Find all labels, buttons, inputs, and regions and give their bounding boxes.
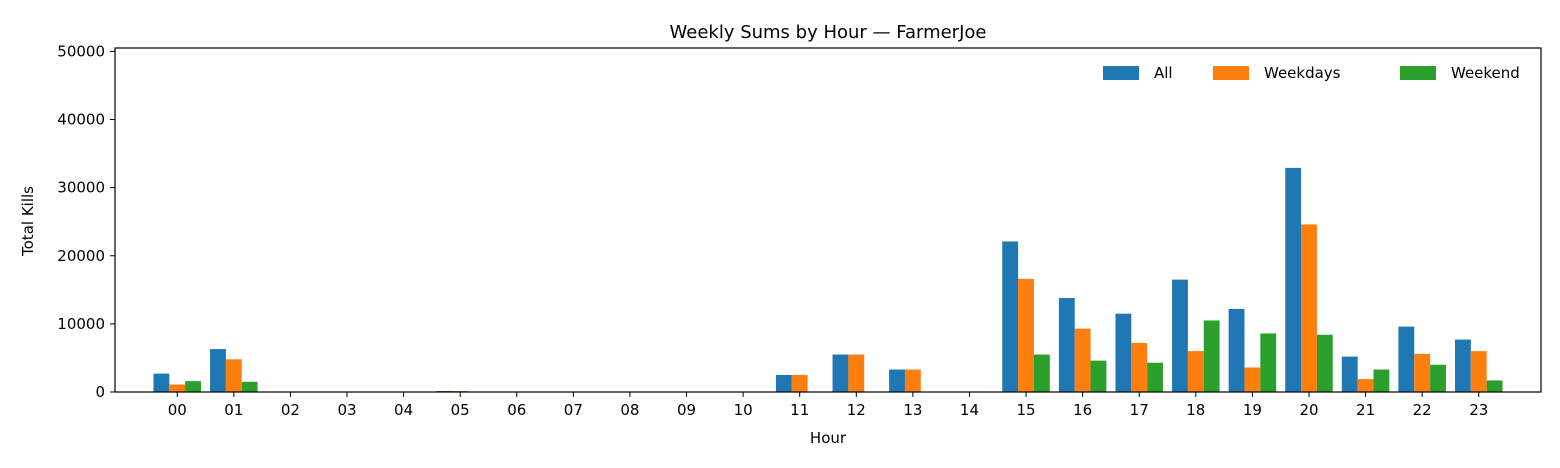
bar-weekend-18 <box>1203 320 1220 392</box>
legend-swatch-weekdays <box>1213 66 1249 80</box>
bars-group <box>153 167 1503 392</box>
bar-weekend-01 <box>241 381 258 392</box>
x-tick-label: 01 <box>224 401 243 419</box>
y-tick-label: 40000 <box>57 111 105 129</box>
x-tick-label: 23 <box>1469 401 1488 419</box>
bar-all-13 <box>889 369 905 392</box>
bar-all-12 <box>832 354 849 392</box>
bar-weekdays-23 <box>1470 351 1487 392</box>
bar-all-19 <box>1228 308 1245 392</box>
bar-all-22 <box>1398 326 1415 392</box>
x-tick-label: 19 <box>1243 401 1262 419</box>
legend-label-all: All <box>1154 64 1173 82</box>
bar-all-18 <box>1172 279 1188 392</box>
x-tick-label: 17 <box>1130 401 1149 419</box>
bar-weekdays-12 <box>848 354 865 392</box>
bar-all-21 <box>1341 356 1358 392</box>
x-tick-label: 12 <box>847 401 866 419</box>
x-tick-label: 13 <box>903 401 922 419</box>
bar-weekdays-22 <box>1414 353 1431 392</box>
x-ticks-group: 00 01 02 03 04 05 06 07 08 09 10 11 12 13 14 15 16 17 18 19… <box>168 392 1488 419</box>
x-tick-label: 07 <box>564 401 583 419</box>
bar-all-23 <box>1454 339 1471 392</box>
y-axis-label: Total Kills <box>19 186 37 257</box>
x-axis-label: Hour <box>810 429 847 447</box>
bar-weekdays-16 <box>1074 328 1091 392</box>
x-tick-label: 11 <box>790 401 809 419</box>
bar-all-17 <box>1115 313 1132 392</box>
y-tick-label: 30000 <box>57 179 105 197</box>
bar-all-11 <box>775 374 792 392</box>
x-tick-label: 00 <box>168 401 187 419</box>
legend: All Weekdays Weekend <box>1103 64 1520 82</box>
x-tick-label: 02 <box>281 401 300 419</box>
bar-weekdays-13 <box>904 369 921 392</box>
legend-swatch-all <box>1103 66 1139 80</box>
bar-weekend-17 <box>1147 362 1163 392</box>
bar-weekend-00 <box>185 381 202 392</box>
x-tick-label: 16 <box>1073 401 1092 419</box>
bar-weekend-23 <box>1486 380 1503 392</box>
bar-all-20 <box>1285 167 1302 392</box>
bar-weekend-20 <box>1316 334 1333 392</box>
legend-label-weekend: Weekend <box>1451 64 1520 82</box>
x-tick-label: 05 <box>451 401 470 419</box>
x-tick-label: 21 <box>1356 401 1375 419</box>
x-tick-label: 14 <box>960 401 979 419</box>
chart-title: Weekly Sums by Hour — FarmerJoe <box>670 22 987 43</box>
bar-weekdays-11 <box>791 374 808 392</box>
x-tick-label: 15 <box>1017 401 1036 419</box>
bar-weekdays-19 <box>1244 367 1261 392</box>
legend-swatch-weekend <box>1400 66 1436 80</box>
legend-label-weekdays: Weekdays <box>1264 64 1341 82</box>
bar-weekend-22 <box>1430 364 1446 392</box>
y-tick-label: 20000 <box>57 247 105 265</box>
bar-all-16 <box>1058 297 1075 392</box>
x-tick-label: 22 <box>1413 401 1432 419</box>
x-tick-label: 06 <box>507 401 526 419</box>
bar-weekend-15 <box>1033 354 1050 392</box>
bar-weekend-19 <box>1260 333 1277 392</box>
bar-weekdays-21 <box>1357 379 1374 392</box>
bar-all-15 <box>1002 241 1019 392</box>
x-tick-label: 20 <box>1299 401 1318 419</box>
bar-weekdays-17 <box>1131 342 1148 392</box>
bar-all-01 <box>210 349 226 392</box>
bar-weekend-16 <box>1090 360 1107 392</box>
bar-weekend-21 <box>1373 369 1390 392</box>
x-tick-label: 08 <box>620 401 639 419</box>
x-tick-label: 09 <box>677 401 696 419</box>
bar-weekdays-01 <box>225 359 242 392</box>
x-tick-label: 04 <box>394 401 413 419</box>
y-ticks-group: 0 10000 20000 30000 40000 50000 <box>57 42 115 401</box>
x-tick-label: 10 <box>734 401 753 419</box>
plot-frame <box>114 47 1542 393</box>
bar-weekdays-18 <box>1187 351 1204 392</box>
y-tick-label: 0 <box>95 383 105 401</box>
x-tick-label: 18 <box>1186 401 1205 419</box>
x-tick-label: 03 <box>337 401 356 419</box>
bar-weekdays-20 <box>1301 224 1317 392</box>
bar-all-00 <box>153 373 170 392</box>
bar-weekdays-15 <box>1018 278 1034 392</box>
bar-weekdays-00 <box>169 384 186 392</box>
y-tick-label: 10000 <box>57 315 105 333</box>
y-tick-label: 50000 <box>57 42 105 60</box>
